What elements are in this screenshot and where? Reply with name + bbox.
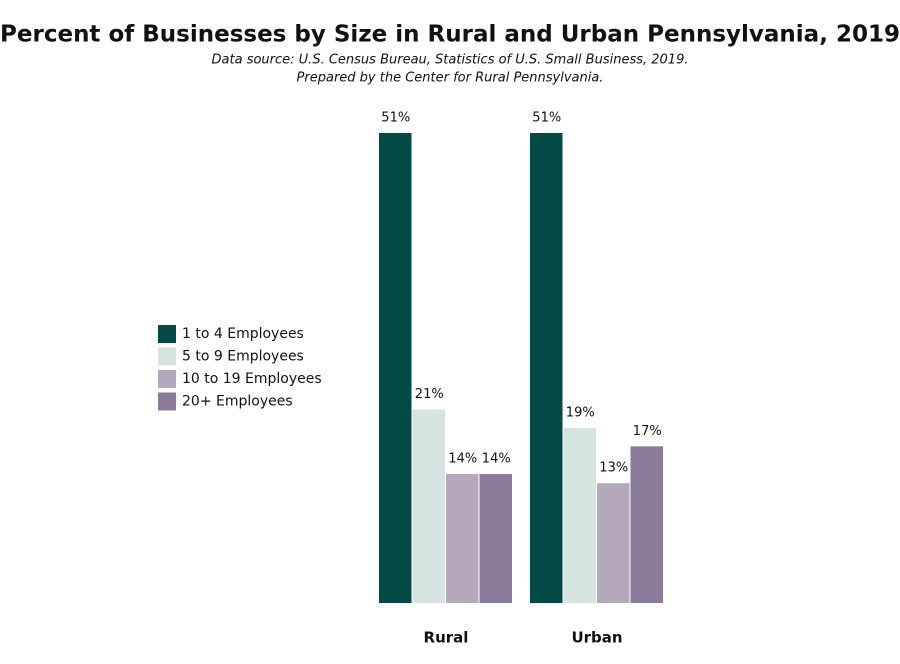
subtitle: Prepared by the Center for Rural Pennsyl… xyxy=(297,71,604,86)
data-label: 14% xyxy=(448,451,477,466)
bar xyxy=(530,133,563,603)
data-label: 51% xyxy=(381,111,410,126)
data-label: 17% xyxy=(633,424,662,439)
bar xyxy=(412,409,445,603)
chart-title: Percent of Businesses by Size in Rural a… xyxy=(0,22,900,48)
x-tick-label: Urban xyxy=(571,629,622,647)
legend-label: 1 to 4 Employees xyxy=(182,326,304,342)
data-label: 51% xyxy=(532,111,561,126)
bar xyxy=(446,473,479,603)
bar xyxy=(479,473,512,603)
legend-label: 20+ Employees xyxy=(182,394,293,410)
x-tick-label: Rural xyxy=(424,629,469,647)
data-label: 21% xyxy=(415,387,444,402)
subtitle: Data source: U.S. Census Bureau, Statist… xyxy=(212,53,689,68)
bar xyxy=(563,427,596,603)
data-label: 13% xyxy=(599,461,628,476)
bar xyxy=(630,446,663,603)
data-label: 14% xyxy=(482,451,511,466)
legend-swatch xyxy=(158,370,176,388)
data-label: 19% xyxy=(566,405,595,420)
legend-label: 10 to 19 Employees xyxy=(182,371,322,387)
bar xyxy=(597,483,630,603)
legend-swatch xyxy=(158,325,176,343)
legend-swatch xyxy=(158,347,176,366)
legend-swatch xyxy=(158,392,176,411)
bar xyxy=(379,133,412,603)
legend-label: 5 to 9 Employees xyxy=(182,349,304,365)
